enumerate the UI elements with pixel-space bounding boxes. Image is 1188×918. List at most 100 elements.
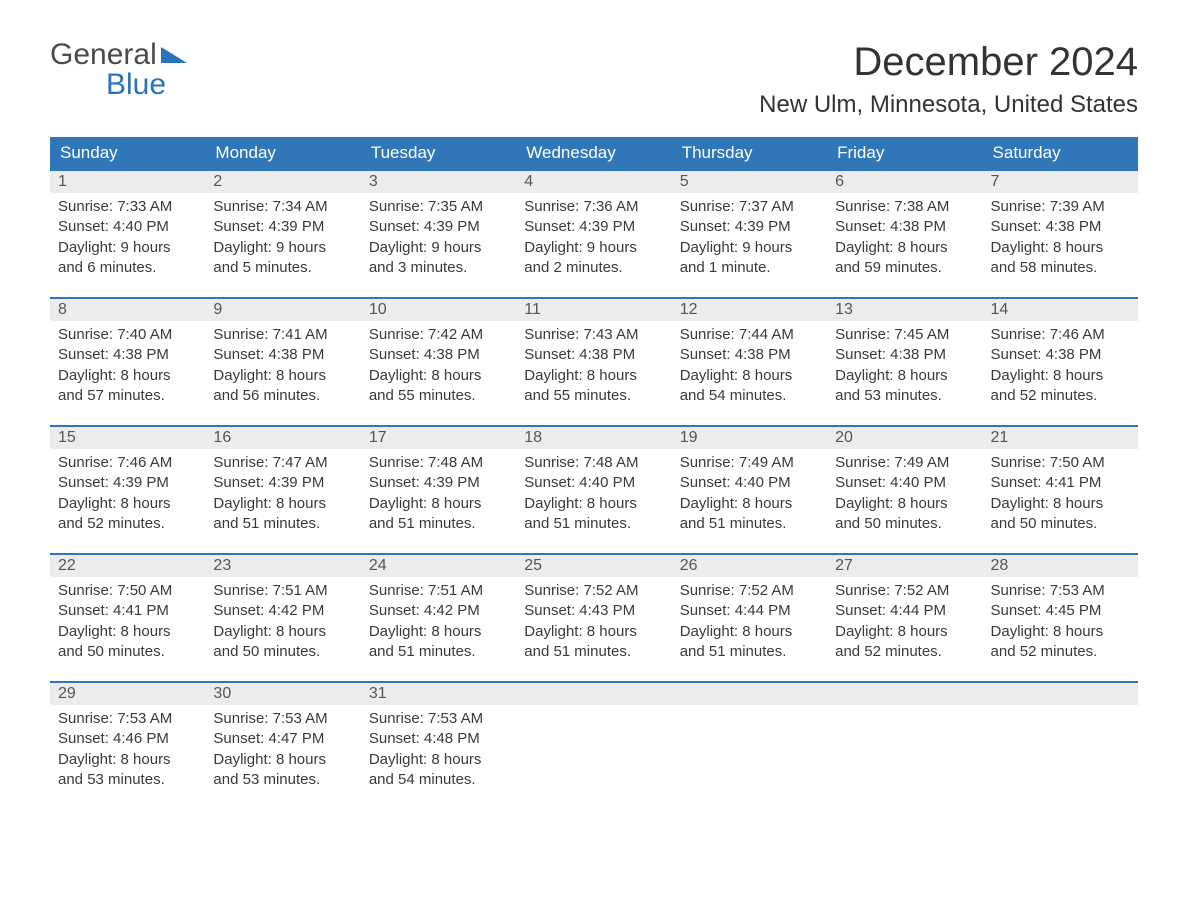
daylight-line-1: Daylight: 9 hours: [369, 238, 508, 258]
sunset-line: Sunset: 4:40 PM: [680, 473, 819, 493]
sunrise-line: Sunrise: 7:34 AM: [213, 197, 352, 217]
day-cell: 2Sunrise: 7:34 AMSunset: 4:39 PMDaylight…: [205, 170, 360, 298]
sunset-line: Sunset: 4:42 PM: [369, 601, 508, 621]
daylight-line-1: Daylight: 8 hours: [369, 750, 508, 770]
day-body: Sunrise: 7:48 AMSunset: 4:40 PMDaylight:…: [516, 449, 671, 544]
daylight-line-1: Daylight: 8 hours: [58, 366, 197, 386]
daylight-line-2: and 57 minutes.: [58, 386, 197, 406]
daylight-line-2: and 3 minutes.: [369, 258, 508, 278]
day-number: 6: [827, 171, 982, 193]
day-body: Sunrise: 7:33 AMSunset: 4:40 PMDaylight:…: [50, 193, 205, 288]
day-cell: 11Sunrise: 7:43 AMSunset: 4:38 PMDayligh…: [516, 298, 671, 426]
day-number: 24: [361, 555, 516, 577]
sunset-line: Sunset: 4:38 PM: [991, 217, 1130, 237]
day-number: 5: [672, 171, 827, 193]
day-number: 12: [672, 299, 827, 321]
day-number: 29: [50, 683, 205, 705]
sunrise-line: Sunrise: 7:37 AM: [680, 197, 819, 217]
day-cell: 25Sunrise: 7:52 AMSunset: 4:43 PMDayligh…: [516, 554, 671, 682]
sunrise-line: Sunrise: 7:38 AM: [835, 197, 974, 217]
sunset-line: Sunset: 4:38 PM: [835, 217, 974, 237]
weekday-header: Thursday: [672, 137, 827, 170]
weekday-header: Sunday: [50, 137, 205, 170]
sunrise-line: Sunrise: 7:52 AM: [835, 581, 974, 601]
day-cell: 10Sunrise: 7:42 AMSunset: 4:38 PMDayligh…: [361, 298, 516, 426]
empty-day-strip: [827, 683, 982, 705]
day-body: Sunrise: 7:35 AMSunset: 4:39 PMDaylight:…: [361, 193, 516, 288]
daylight-line-1: Daylight: 8 hours: [835, 366, 974, 386]
daylight-line-1: Daylight: 8 hours: [58, 750, 197, 770]
day-body: Sunrise: 7:50 AMSunset: 4:41 PMDaylight:…: [983, 449, 1138, 544]
daylight-line-2: and 51 minutes.: [680, 514, 819, 534]
day-number: 18: [516, 427, 671, 449]
sunset-line: Sunset: 4:38 PM: [991, 345, 1130, 365]
sunrise-line: Sunrise: 7:47 AM: [213, 453, 352, 473]
sunrise-line: Sunrise: 7:48 AM: [369, 453, 508, 473]
day-cell: 26Sunrise: 7:52 AMSunset: 4:44 PMDayligh…: [672, 554, 827, 682]
day-cell: 24Sunrise: 7:51 AMSunset: 4:42 PMDayligh…: [361, 554, 516, 682]
day-body: Sunrise: 7:49 AMSunset: 4:40 PMDaylight:…: [672, 449, 827, 544]
sunset-line: Sunset: 4:38 PM: [680, 345, 819, 365]
sunrise-line: Sunrise: 7:40 AM: [58, 325, 197, 345]
day-cell: 18Sunrise: 7:48 AMSunset: 4:40 PMDayligh…: [516, 426, 671, 554]
daylight-line-1: Daylight: 8 hours: [835, 622, 974, 642]
sunset-line: Sunset: 4:45 PM: [991, 601, 1130, 621]
day-body: Sunrise: 7:36 AMSunset: 4:39 PMDaylight:…: [516, 193, 671, 288]
day-body: Sunrise: 7:34 AMSunset: 4:39 PMDaylight:…: [205, 193, 360, 288]
day-body: Sunrise: 7:42 AMSunset: 4:38 PMDaylight:…: [361, 321, 516, 416]
day-number: 9: [205, 299, 360, 321]
day-cell: [983, 682, 1138, 810]
day-cell: 22Sunrise: 7:50 AMSunset: 4:41 PMDayligh…: [50, 554, 205, 682]
sunrise-line: Sunrise: 7:46 AM: [58, 453, 197, 473]
daylight-line-1: Daylight: 8 hours: [369, 494, 508, 514]
day-body: Sunrise: 7:53 AMSunset: 4:48 PMDaylight:…: [361, 705, 516, 800]
logo-word2: Blue: [106, 70, 187, 100]
day-body: Sunrise: 7:39 AMSunset: 4:38 PMDaylight:…: [983, 193, 1138, 288]
day-cell: 19Sunrise: 7:49 AMSunset: 4:40 PMDayligh…: [672, 426, 827, 554]
sunrise-line: Sunrise: 7:46 AM: [991, 325, 1130, 345]
sunrise-line: Sunrise: 7:39 AM: [991, 197, 1130, 217]
day-body: Sunrise: 7:46 AMSunset: 4:39 PMDaylight:…: [50, 449, 205, 544]
sunrise-line: Sunrise: 7:43 AM: [524, 325, 663, 345]
daylight-line-1: Daylight: 8 hours: [991, 238, 1130, 258]
daylight-line-1: Daylight: 9 hours: [524, 238, 663, 258]
day-body: Sunrise: 7:51 AMSunset: 4:42 PMDaylight:…: [205, 577, 360, 672]
week-row: 1Sunrise: 7:33 AMSunset: 4:40 PMDaylight…: [50, 170, 1138, 298]
day-body: Sunrise: 7:52 AMSunset: 4:43 PMDaylight:…: [516, 577, 671, 672]
daylight-line-2: and 51 minutes.: [680, 642, 819, 662]
weekday-header: Saturday: [983, 137, 1138, 170]
day-cell: 6 Sunrise: 7:38 AMSunset: 4:38 PMDaylight…: [827, 170, 982, 298]
day-cell: 28Sunrise: 7:53 AMSunset: 4:45 PMDayligh…: [983, 554, 1138, 682]
day-number: 2: [205, 171, 360, 193]
day-body: Sunrise: 7:53 AMSunset: 4:46 PMDaylight:…: [50, 705, 205, 800]
weekday-header: Friday: [827, 137, 982, 170]
sunrise-line: Sunrise: 7:35 AM: [369, 197, 508, 217]
logo-word1: General: [50, 40, 157, 70]
sunrise-line: Sunrise: 7:49 AM: [835, 453, 974, 473]
title-block: December 2024 New Ulm, Minnesota, United…: [759, 40, 1138, 119]
sunrise-line: Sunrise: 7:44 AM: [680, 325, 819, 345]
sunset-line: Sunset: 4:38 PM: [524, 345, 663, 365]
sunrise-line: Sunrise: 7:36 AM: [524, 197, 663, 217]
day-cell: 13Sunrise: 7:45 AMSunset: 4:38 PMDayligh…: [827, 298, 982, 426]
daylight-line-2: and 50 minutes.: [58, 642, 197, 662]
sunrise-line: Sunrise: 7:45 AM: [835, 325, 974, 345]
daylight-line-1: Daylight: 8 hours: [835, 238, 974, 258]
daylight-line-2: and 53 minutes.: [213, 770, 352, 790]
location: New Ulm, Minnesota, United States: [759, 91, 1138, 119]
sunrise-line: Sunrise: 7:52 AM: [680, 581, 819, 601]
day-number: 3: [361, 171, 516, 193]
day-body: Sunrise: 7:52 AMSunset: 4:44 PMDaylight:…: [672, 577, 827, 672]
day-cell: 12Sunrise: 7:44 AMSunset: 4:38 PMDayligh…: [672, 298, 827, 426]
day-cell: 9Sunrise: 7:41 AMSunset: 4:38 PMDaylight…: [205, 298, 360, 426]
day-cell: 15Sunrise: 7:46 AMSunset: 4:39 PMDayligh…: [50, 426, 205, 554]
sunrise-line: Sunrise: 7:51 AM: [213, 581, 352, 601]
sunrise-line: Sunrise: 7:53 AM: [213, 709, 352, 729]
week-row: 15Sunrise: 7:46 AMSunset: 4:39 PMDayligh…: [50, 426, 1138, 554]
day-cell: 20Sunrise: 7:49 AMSunset: 4:40 PMDayligh…: [827, 426, 982, 554]
sunrise-line: Sunrise: 7:50 AM: [58, 581, 197, 601]
empty-day-strip: [672, 683, 827, 705]
daylight-line-2: and 50 minutes.: [213, 642, 352, 662]
sunrise-line: Sunrise: 7:50 AM: [991, 453, 1130, 473]
sunset-line: Sunset: 4:39 PM: [524, 217, 663, 237]
